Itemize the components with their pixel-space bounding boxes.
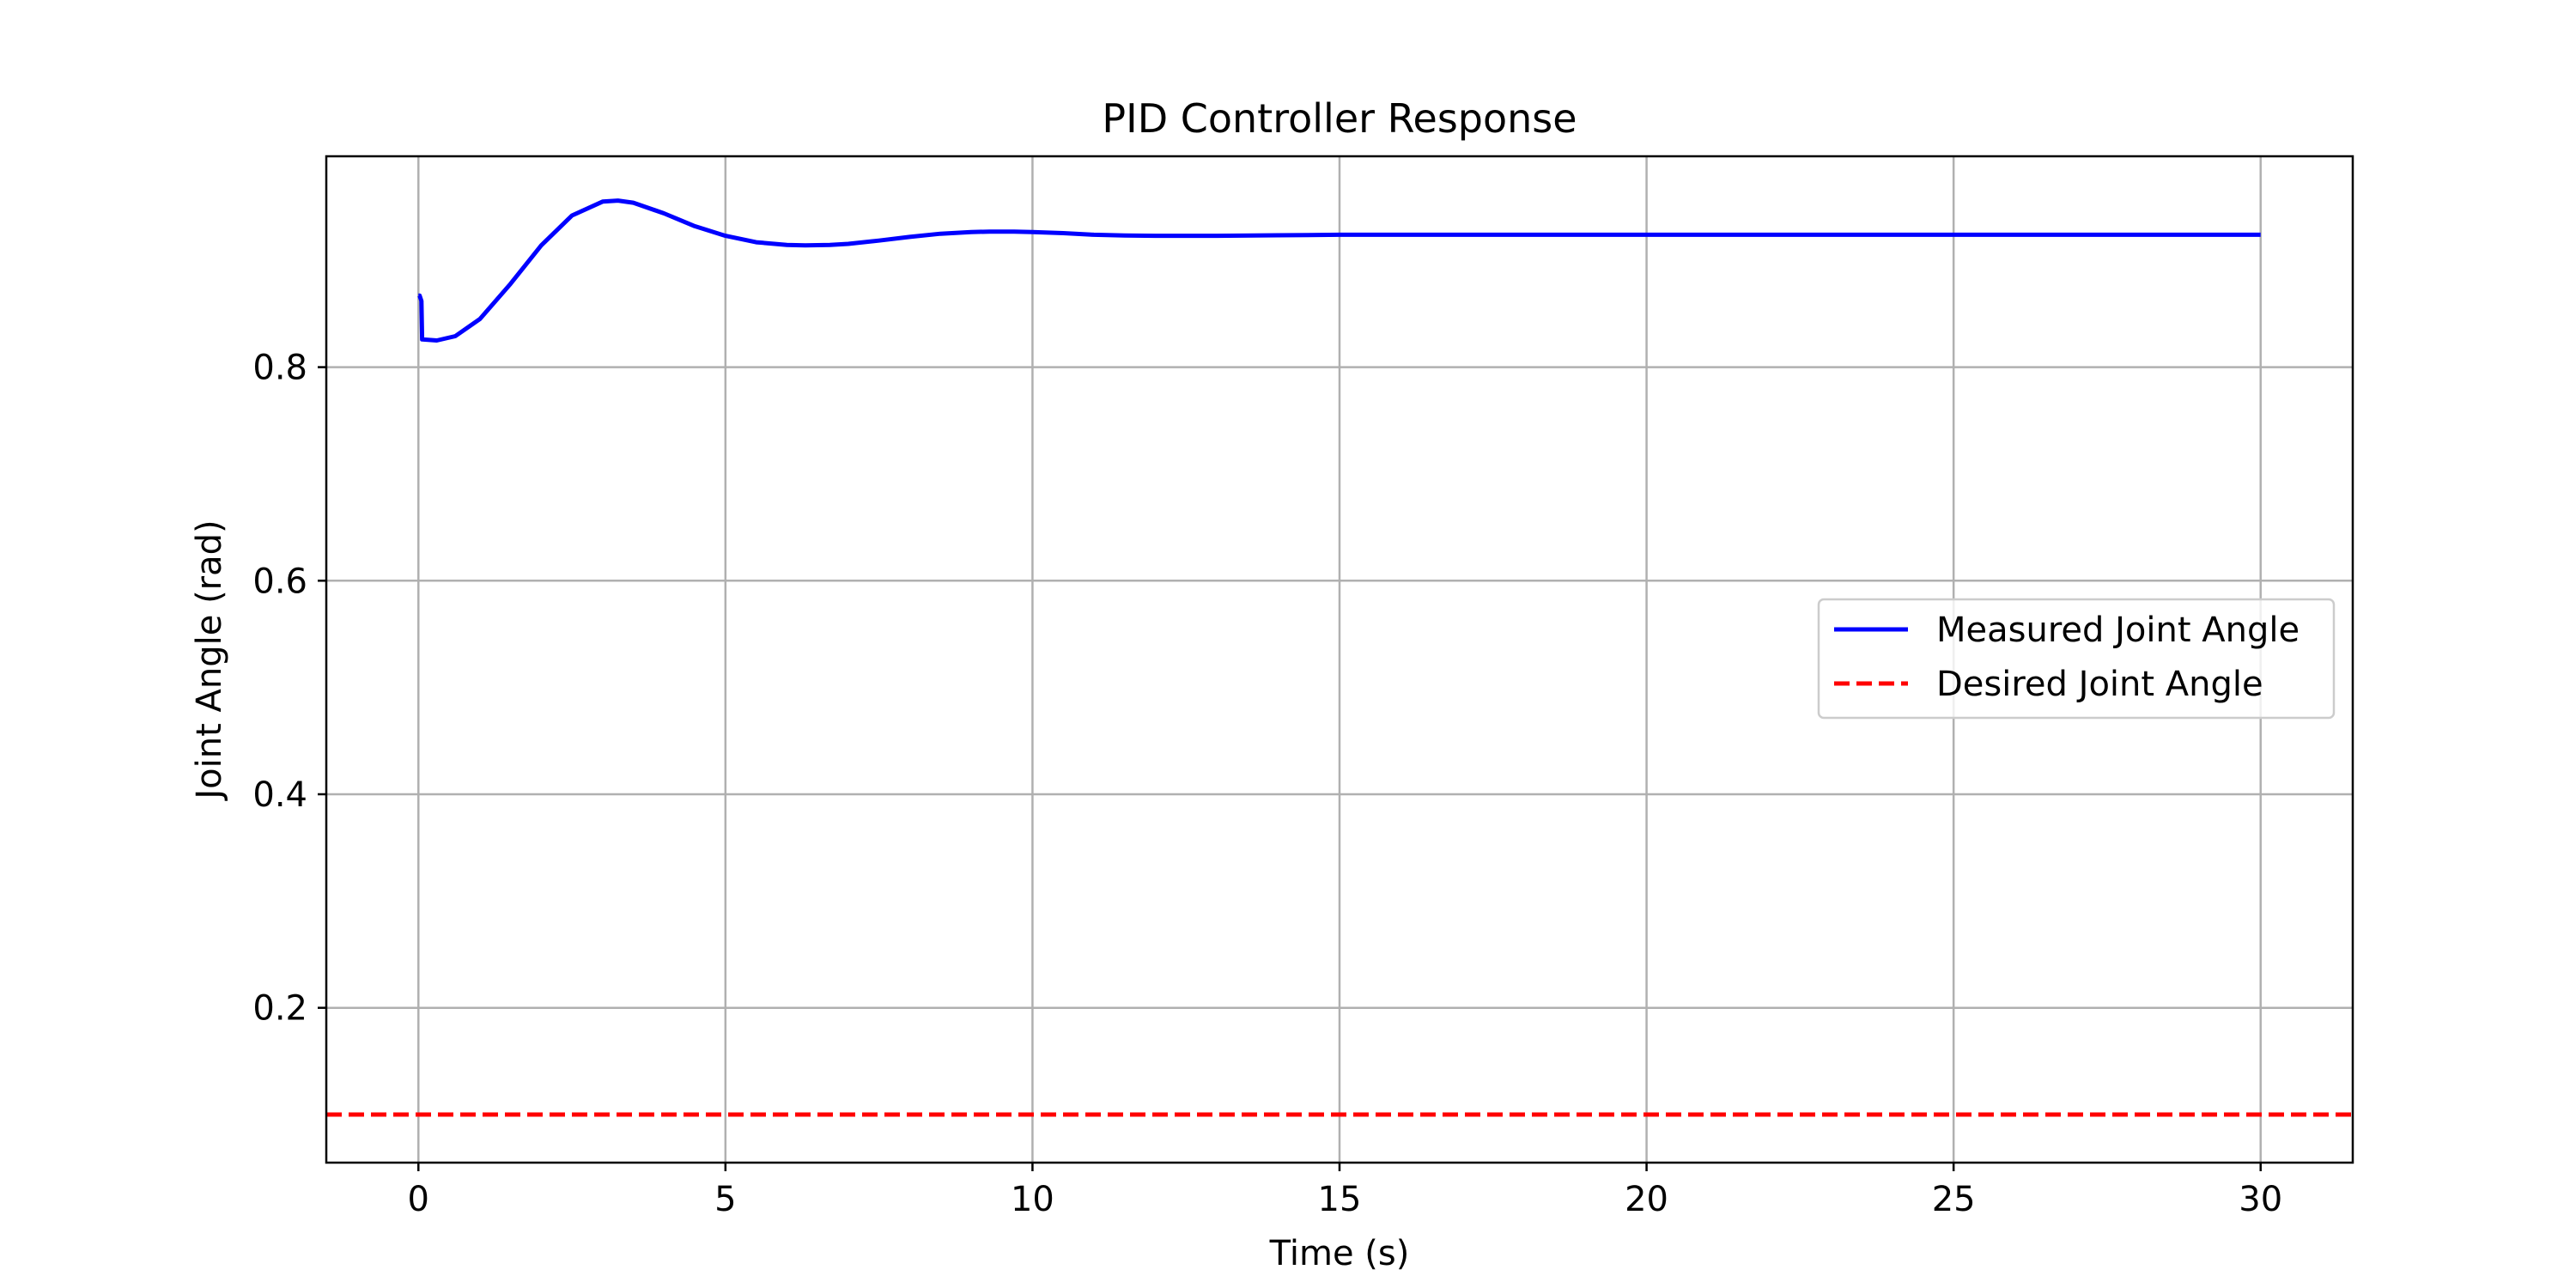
x-tick-label: 20 [1625,1180,1668,1219]
x-tick-label: 15 [1318,1180,1362,1219]
legend-label-desired: Desired Joint Angle [1936,665,2263,704]
measured-joint-angle-line [417,198,2261,343]
x-axis: 0 5 10 15 20 25 30 [408,1163,2282,1219]
y-tick-label: 0.6 [252,562,307,601]
legend-box [1817,598,2336,720]
x-tick-label: 5 [714,1180,736,1219]
legend-label-measured: Measured Joint Angle [1936,611,2300,650]
chart-title: PID Controller Response [1102,95,1577,142]
legend: Measured Joint Angle Desired Joint Angle [1817,598,2336,720]
y-tick-label: 0.2 [252,989,307,1029]
y-tick-label: 0.4 [252,775,307,815]
x-tick-label: 10 [1011,1180,1054,1219]
y-axis-label: Joint Angle (rad) [190,519,229,801]
x-tick-label: 0 [408,1180,429,1219]
series-layer [326,198,2353,1117]
x-tick-label: 25 [1932,1180,1976,1219]
grid [326,156,2353,1163]
y-tick-label: 0.8 [252,349,307,388]
y-axis: 0.2 0.4 0.6 0.8 [252,349,326,1029]
x-tick-label: 30 [2239,1180,2282,1219]
x-axis-label: Time (s) [1269,1234,1410,1273]
